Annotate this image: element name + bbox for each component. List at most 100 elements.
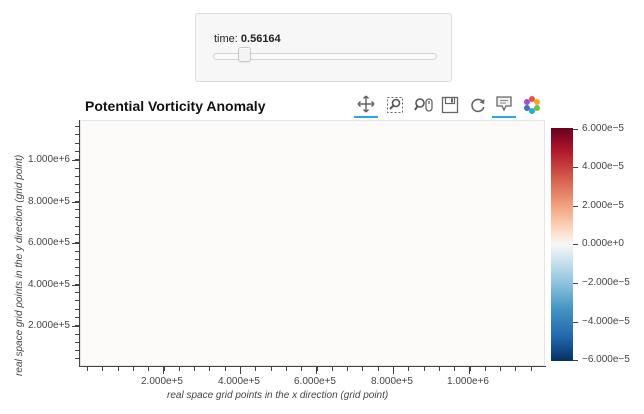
y-minor-tick [75,259,79,260]
x-minor-tick [255,367,256,371]
box-zoom-tool-button[interactable] [383,92,407,118]
hover-tool-button[interactable] [492,92,516,118]
y-minor-tick [75,143,79,144]
colorbar-tick-label: 0.000e+0 [582,238,624,249]
x-minor-tick [164,367,165,371]
x-minor-tick [271,367,272,371]
x-minor-tick [225,367,226,371]
y-minor-tick [75,358,79,359]
x-minor-tick [470,367,471,371]
x-minor-tick [87,367,88,371]
slider-handle[interactable] [237,47,251,62]
colorbar-tick [573,206,578,207]
y-minor-tick [75,168,79,169]
y-minor-tick [75,159,79,160]
y-tick-label: 8.000e+5 [28,196,70,207]
x-tick-label: 2.000e+5 [141,376,183,387]
x-minor-tick [301,367,302,371]
colorbar-tick [573,322,578,323]
y-minor-tick [75,192,79,193]
y-tick-label: 6.000e+5 [28,237,70,248]
y-tick-label: 4.000e+5 [28,279,70,290]
y-minor-tick [75,226,79,227]
x-major-tick [469,367,470,374]
y-minor-tick [75,267,79,268]
y-minor-tick [75,209,79,210]
y-minor-tick [75,151,79,152]
x-tick-label: 1.000e+6 [447,376,489,387]
y-minor-tick [75,126,79,127]
box-zoom-icon [387,97,403,113]
x-minor-tick [439,367,440,371]
y-minor-tick [75,350,79,351]
y-minor-tick [75,334,79,335]
y-tick-label: 2.000e+5 [28,320,70,331]
x-major-tick [393,367,394,374]
x-minor-tick [317,367,318,371]
y-major-tick [72,326,79,327]
y-minor-tick [75,234,79,235]
x-major-tick [240,367,241,374]
x-minor-tick [286,367,287,371]
colorbar-tick-label: 4.000e−5 [582,161,624,172]
colorbar-tick-label: −6.000e−5 [582,354,630,365]
slider-track[interactable] [213,53,437,60]
x-minor-tick [424,367,425,371]
y-minor-tick [75,242,79,243]
y-major-tick [72,202,79,203]
x-minor-tick [148,367,149,371]
x-minor-tick [362,367,363,371]
x-minor-tick [378,367,379,371]
x-minor-tick [485,367,486,371]
x-axis-line [79,366,546,367]
colorbar-tick [573,167,578,168]
x-minor-tick [531,367,532,371]
y-minor-tick [75,317,79,318]
y-minor-tick [75,325,79,326]
slider-label: time: [214,33,238,45]
save-tool-button[interactable] [438,92,462,118]
colorbar-tick [573,283,578,284]
x-tick-label: 6.000e+5 [294,376,336,387]
plot-canvas[interactable] [80,120,545,366]
colorbar-tick [573,129,578,130]
x-tick-label: 8.000e+5 [371,376,413,387]
y-axis-line [79,120,80,367]
x-minor-tick [133,367,134,371]
x-minor-tick [332,367,333,371]
bokeh-logo-button[interactable] [520,92,544,118]
colorbar-tick [573,244,578,245]
x-minor-tick [500,367,501,371]
x-minor-tick [102,367,103,371]
wheel-zoom-icon [414,98,433,112]
y-minor-tick [75,251,79,252]
x-minor-tick [515,367,516,371]
save-icon [441,96,459,114]
colorbar-tick-label: 2.000e−5 [582,200,624,211]
x-minor-tick [118,367,119,371]
y-minor-tick [75,342,79,343]
hover-icon [496,96,512,112]
y-minor-tick [75,217,79,218]
y-minor-tick [75,134,79,135]
x-minor-tick [454,367,455,371]
y-minor-tick [75,309,79,310]
time-slider-widget: time: 0.56164 [195,13,452,82]
colorbar-tick-label: −4.000e−5 [582,316,630,327]
y-minor-tick [75,284,79,285]
y-major-tick [72,160,79,161]
y-minor-tick [75,300,79,301]
bokeh-logo-icon [524,96,540,114]
x-tick-label: 4.000e+5 [218,376,260,387]
x-minor-tick [209,367,210,371]
y-major-tick [72,243,79,244]
colorbar-tick-label: −2.000e−5 [582,277,630,288]
reset-tool-button[interactable] [466,92,490,118]
pan-tool-button[interactable] [354,92,378,118]
x-major-tick [163,367,164,374]
wheel-zoom-tool-button[interactable] [412,92,436,118]
y-axis-label: real space grid points in the y directio… [14,154,25,376]
x-axis-label: real space grid points in the x directio… [167,390,389,401]
colorbar-tick-label: 6.000e−5 [582,123,624,134]
x-minor-tick [194,367,195,371]
